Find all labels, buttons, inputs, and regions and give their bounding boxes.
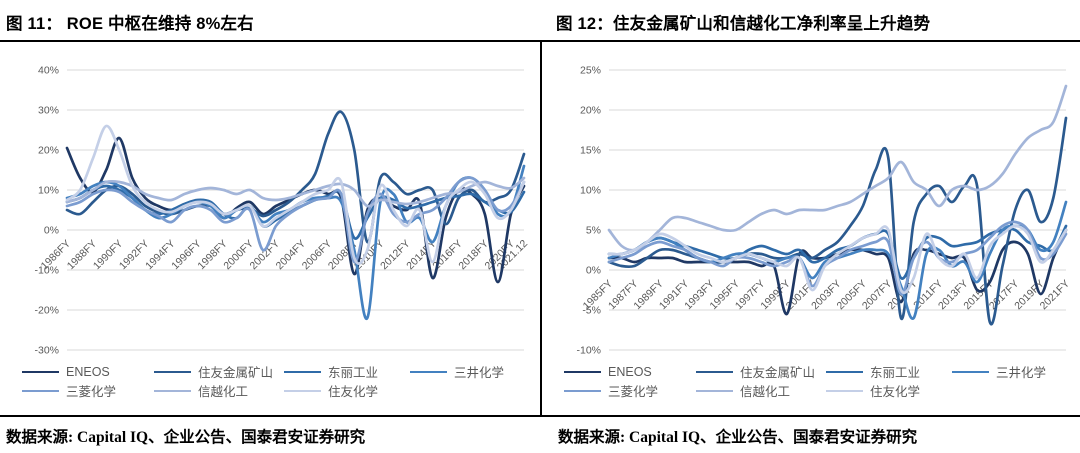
legend-row: ENEOS 住友金属矿山 东丽工业 三井化学 [0, 362, 540, 381]
legend-label: 三井化学 [996, 366, 1047, 380]
net-margin-line-chart: 25%20%15%10%5%0%-5%-10%1985FY1987FY1989F… [576, 65, 1072, 357]
legend-label: ENEOS [66, 364, 110, 379]
legend-row: 三菱化学 信越化工 住友化学 [542, 381, 1080, 400]
figure-11-source: 数据来源: Capital IQ、企业公告、国泰君安证券研究 [6, 429, 366, 446]
legend-line-swatch-icon [696, 389, 733, 392]
legend-item: 住友金属矿山 [154, 362, 284, 381]
legend-label: 住友化学 [870, 385, 921, 399]
legend-label: 三井化学 [454, 366, 505, 380]
legend-label: 三菱化学 [608, 385, 659, 399]
legend-item: 信越化工 [696, 381, 826, 400]
legend-line-swatch-icon [22, 370, 59, 373]
svg-text:-20%: -20% [34, 305, 59, 317]
legend-item: 住友金属矿山 [696, 362, 826, 381]
legend-item: 信越化工 [154, 381, 284, 400]
svg-text:0%: 0% [586, 265, 601, 277]
legend-item: 三菱化学 [564, 381, 696, 400]
svg-text:20%: 20% [38, 145, 59, 157]
legend-line-swatch-icon [826, 370, 863, 373]
legend-line-swatch-icon [564, 389, 601, 392]
legend-line-swatch-icon [154, 389, 191, 392]
svg-text:40%: 40% [38, 65, 59, 77]
svg-text:10%: 10% [38, 185, 59, 197]
legend-label: 东丽工业 [328, 366, 379, 380]
legend-item: 三菱化学 [22, 381, 154, 400]
legend-item: 三井化学 [952, 362, 1080, 381]
legend-label: 三菱化学 [66, 385, 117, 399]
legend-line-swatch-icon [22, 389, 59, 392]
legend-line-swatch-icon [564, 370, 601, 373]
legend-label: 住友化学 [328, 385, 379, 399]
legend-item: 东丽工业 [284, 362, 410, 381]
figure-12-net-margin-chart-panel: 图 12：住友金属矿山和信越化工净利率呈上升趋势 25% 20% 15% 10% 5% 0… [540, 0, 1080, 453]
svg-text:20%: 20% [580, 105, 601, 117]
figure-11-roe-chart-panel: 图 11： ROE 中枢在维持 8%左右 40% 30% 20% 10% 0% -10% -… [0, 15, 540, 446]
svg-text:15%: 15% [580, 145, 601, 157]
svg-text:25%: 25% [580, 65, 601, 77]
roe-line-chart: 40%30%20%10%0%-10%-20%-30%1986FY1988FY19… [34, 65, 530, 357]
legend-line-swatch-icon [952, 370, 989, 373]
legend-item: ENEOS [22, 365, 154, 379]
legend-item: 东丽工业 [826, 362, 952, 381]
legend-label: 信越化工 [740, 385, 791, 399]
legend-label: 信越化工 [198, 385, 249, 399]
legend-line-swatch-icon [154, 370, 191, 373]
figure-11-title: 图 11： ROE 中枢在维持 8%左右 [6, 15, 254, 33]
legend-line-swatch-icon [696, 370, 733, 373]
svg-text:10%: 10% [580, 185, 601, 197]
figure-12-legend: ENEOS 住友金属矿山 东丽工业 三井化学三菱化学 信越化工 住友化学 [542, 362, 1080, 400]
legend-row: 三菱化学 信越化工 住友化学 [0, 381, 540, 400]
legend-label: 住友金属矿山 [198, 366, 274, 380]
svg-text:-5%: -5% [582, 305, 601, 317]
svg-text:5%: 5% [586, 225, 601, 237]
figure-12-chart-zone: 25% 20% 15% 10% 5% 0% -5% -10% 1985FY 1987FY 1989F… [540, 40, 1080, 417]
legend-line-swatch-icon [410, 370, 447, 373]
legend-line-swatch-icon [284, 389, 321, 392]
svg-text:30%: 30% [38, 105, 59, 117]
legend-label: ENEOS [608, 364, 652, 379]
legend-item: 住友化学 [826, 381, 952, 400]
svg-text:-10%: -10% [34, 265, 59, 277]
figure-12-title: 图 12：住友金属矿山和信越化工净利率呈上升趋势 [556, 15, 931, 33]
figure-11-legend: ENEOS 住友金属矿山 东丽工业 三井化学三菱化学 信越化工 住友化学 [0, 362, 540, 400]
legend-label: 东丽工业 [870, 366, 921, 380]
svg-text:-10%: -10% [576, 345, 601, 357]
legend-line-swatch-icon [284, 370, 321, 373]
legend-label: 住友金属矿山 [740, 366, 816, 380]
legend-item: 住友化学 [284, 381, 410, 400]
legend-item: 三井化学 [410, 362, 540, 381]
svg-text:-30%: -30% [34, 345, 59, 357]
figure-11-chart-zone: 40% 30% 20% 10% 0% -10% -20% -30% 1986FY 1988FY 19… [0, 40, 540, 417]
figure-12-source: 数据来源: Capital IQ、企业公告、国泰君安证券研究 [558, 429, 918, 446]
legend-line-swatch-icon [826, 389, 863, 392]
svg-text:0%: 0% [44, 225, 59, 237]
legend-row: ENEOS 住友金属矿山 东丽工业 三井化学 [542, 362, 1080, 381]
legend-item: ENEOS [564, 365, 696, 379]
